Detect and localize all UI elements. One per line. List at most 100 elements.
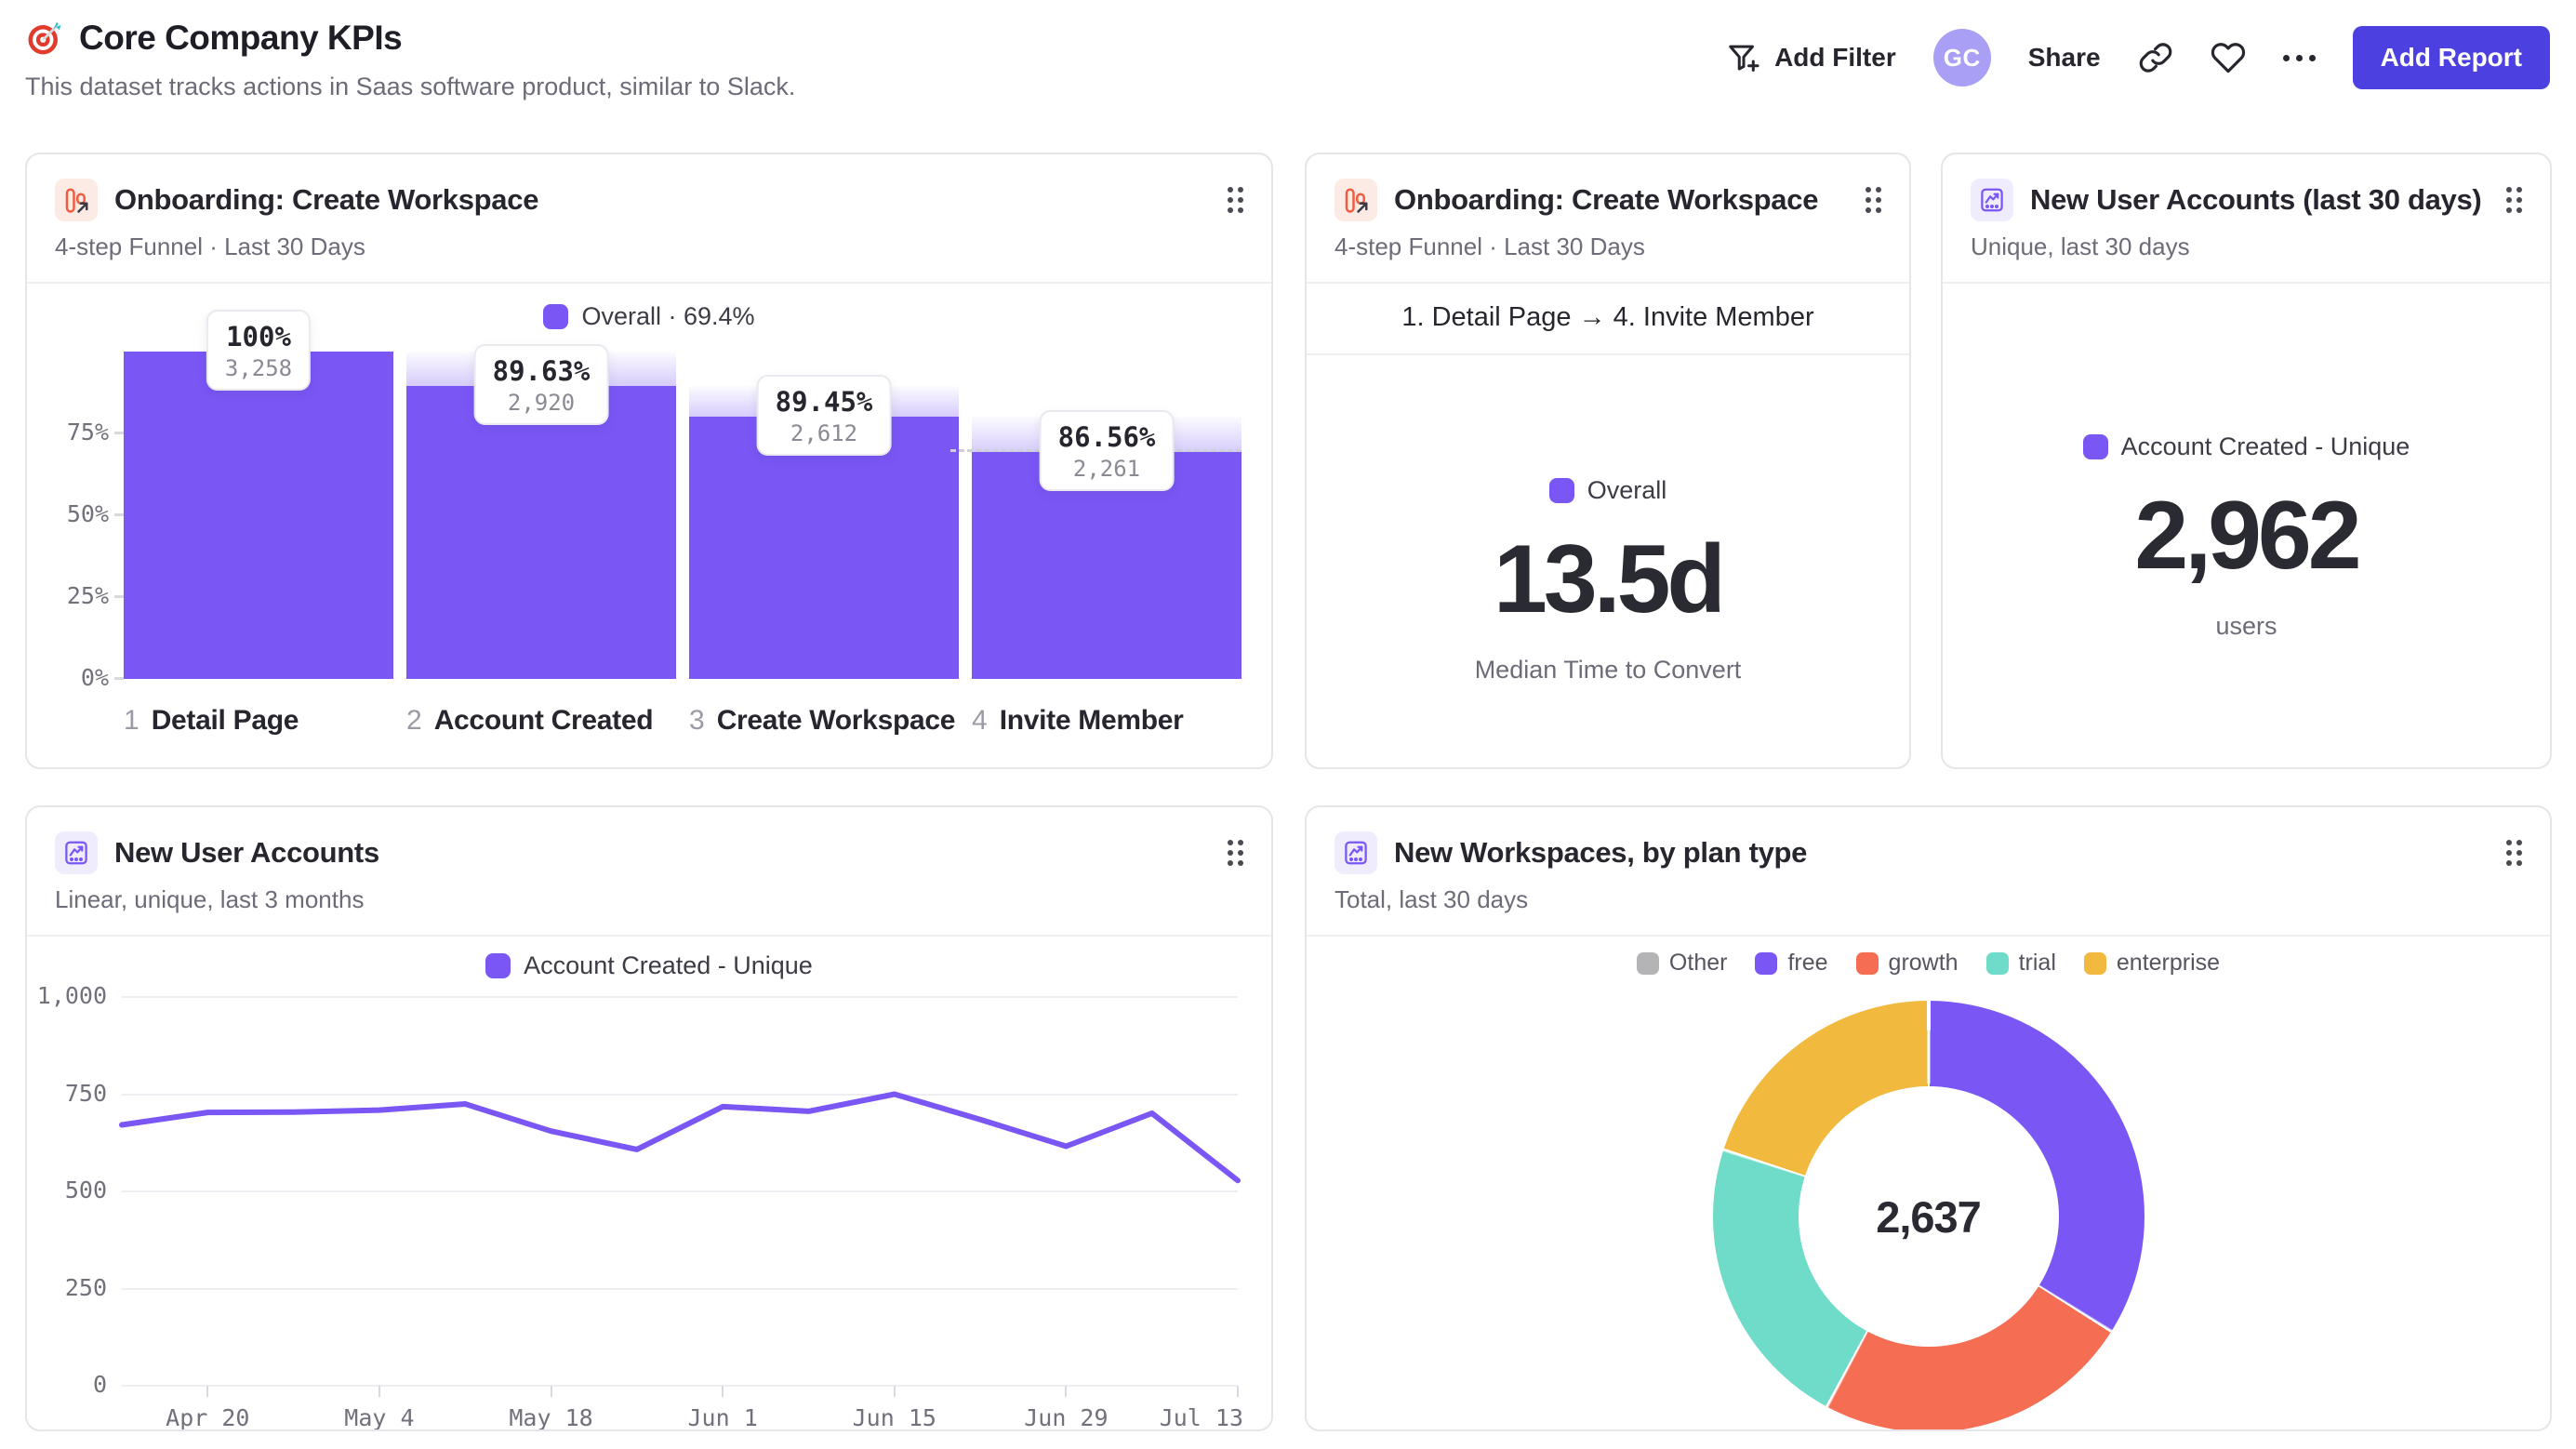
funnel-step-label: 2 Account Created bbox=[406, 705, 676, 737]
conversion-count: 2,261 bbox=[1072, 455, 1141, 482]
x-axis-tick-mark bbox=[893, 1386, 896, 1397]
funnel-bar-column: 100% 3,258 bbox=[124, 310, 393, 679]
legend-swatch bbox=[1985, 951, 2009, 975]
trend-legend[interactable]: Account Created - Unique bbox=[27, 951, 1271, 980]
funnel-range-label: 1. Detail Page → 4. Invite Member bbox=[1307, 284, 1909, 355]
y-axis-tick-label: 1,000 bbox=[36, 982, 107, 1009]
heart-icon bbox=[2211, 40, 2246, 75]
avatar[interactable]: GC bbox=[1932, 29, 1991, 86]
y-axis-tick-label: 50% bbox=[66, 500, 109, 527]
trend-line[interactable] bbox=[119, 1091, 1241, 1184]
card-subtitle: Linear, unique, last 3 months bbox=[55, 885, 365, 913]
y-axis-tick-label: 0% bbox=[80, 664, 109, 691]
x-axis-tick-label: Jul 13 bbox=[1159, 1404, 1243, 1431]
donut-chart: 2,637 bbox=[1712, 1001, 2144, 1429]
conversion-percent: 89.63% bbox=[492, 354, 591, 387]
funnel-step-label: 3 Create Workspace bbox=[689, 705, 959, 737]
card-title: New User Accounts (last 30 days) bbox=[2030, 183, 2482, 216]
funnel-bar[interactable] bbox=[124, 352, 393, 679]
legend-swatch bbox=[1755, 951, 1778, 975]
gridline bbox=[122, 996, 1238, 998]
step-name: Account Created bbox=[433, 705, 654, 736]
trend-chart: 0 250 500 750 1,000 Apr 20 May 4 May 18 Jun 1 Ju… bbox=[37, 982, 1243, 1429]
card-header: New Workspaces, by plan type Total, last… bbox=[1307, 807, 2550, 937]
legend-label: free bbox=[1787, 950, 1828, 976]
trend-plot-area[interactable]: Apr 20 May 4 May 18 Jun 1 Jun 15 Jun 29 Jul 13 bbox=[119, 996, 1243, 1429]
x-axis-tick-label: Jun 15 bbox=[852, 1404, 936, 1431]
add-report-button[interactable]: Add Report bbox=[2352, 26, 2550, 89]
card-header: New User Accounts (last 30 days) Unique,… bbox=[1943, 154, 2550, 284]
y-axis-tick-mark bbox=[114, 595, 124, 598]
legend-item[interactable]: free bbox=[1755, 950, 1828, 977]
drag-handle-icon[interactable] bbox=[1228, 840, 1243, 866]
legend-swatch bbox=[2082, 434, 2108, 459]
funnel-bar-label: 89.63% 2,920 bbox=[473, 343, 609, 425]
step-number: 3 bbox=[689, 705, 705, 736]
drag-handle-icon[interactable] bbox=[2506, 840, 2522, 866]
funnel-chart-icon bbox=[1334, 179, 1377, 221]
x-axis-tick-mark bbox=[378, 1386, 380, 1397]
drag-handle-icon[interactable] bbox=[2506, 187, 2522, 213]
card-header: New User Accounts Linear, unique, last 3… bbox=[27, 807, 1271, 937]
card-title: New User Accounts bbox=[114, 836, 379, 869]
add-filter-label: Add Filter bbox=[1774, 43, 1896, 72]
board-header: Core Company KPIs This dataset tracks ac… bbox=[25, 19, 2550, 101]
donut-total-value: 2,637 bbox=[1876, 1191, 1982, 1242]
board-header-left: Core Company KPIs This dataset tracks ac… bbox=[25, 19, 795, 101]
y-axis-tick-mark bbox=[114, 513, 124, 516]
funnel-bar[interactable] bbox=[406, 385, 676, 679]
funnel-step-labels: 1 Detail Page 2 Account Created 3 Create Work… bbox=[124, 705, 1242, 737]
x-axis-tick-label: May 18 bbox=[509, 1404, 593, 1431]
board-title: Core Company KPIs bbox=[79, 19, 403, 57]
legend-label: Account Created - Unique bbox=[2120, 432, 2410, 460]
conversion-count: 3,258 bbox=[224, 355, 293, 381]
card-subtitle: Total, last 30 days bbox=[1334, 885, 1529, 913]
legend-label: Other bbox=[1668, 950, 1728, 976]
card-header: Onboarding: Create Workspace 4-step Funn… bbox=[1307, 154, 1909, 284]
board-description: This dataset tracks actions in Saas soft… bbox=[25, 73, 796, 100]
median-legend[interactable]: Overall bbox=[1548, 476, 1667, 505]
funnel-step-label: 4 Invite Member bbox=[972, 705, 1242, 737]
x-axis-tick-label: Jun 29 bbox=[1024, 1404, 1109, 1431]
funnel-step-label: 1 Detail Page bbox=[124, 705, 393, 737]
legend-item[interactable]: trial bbox=[1985, 950, 2056, 977]
funnel-bar-label: 100% 3,258 bbox=[206, 310, 312, 391]
trend-y-axis: 0 250 500 750 1,000 bbox=[37, 982, 122, 1398]
y-axis-tick-mark bbox=[114, 677, 124, 680]
line-chart-icon bbox=[1334, 831, 1377, 874]
legend-swatch bbox=[485, 953, 511, 978]
conversion-count: 2,612 bbox=[790, 419, 858, 446]
funnel-chart-icon bbox=[55, 179, 98, 221]
add-filter-button[interactable]: Add Filter bbox=[1726, 40, 1896, 75]
legend-label: Overall bbox=[1587, 476, 1667, 504]
funnel-bar-column: 89.63% 2,920 bbox=[406, 343, 676, 679]
legend-item[interactable]: growth bbox=[1855, 950, 1959, 977]
y-axis-tick-label: 75% bbox=[66, 419, 109, 445]
drag-handle-icon[interactable] bbox=[1228, 187, 1243, 213]
card-subtitle: 4-step Funnel · Last 30 Days bbox=[55, 233, 365, 260]
new-accounts-value: 2,962 bbox=[2134, 482, 2361, 590]
card-new-user-accounts-trend: New User Accounts Linear, unique, last 3… bbox=[25, 805, 1273, 1431]
more-menu-button[interactable] bbox=[2282, 54, 2316, 61]
copy-link-button[interactable] bbox=[2138, 40, 2173, 75]
x-axis-tick-label: Jun 1 bbox=[687, 1404, 758, 1431]
trend-line-svg[interactable] bbox=[119, 997, 1241, 1386]
step-name: Detail Page bbox=[151, 705, 299, 736]
legend-item[interactable]: Other bbox=[1636, 950, 1728, 977]
x-axis-tick-mark bbox=[1065, 1386, 1068, 1397]
funnel-bar[interactable] bbox=[689, 416, 959, 679]
share-button[interactable]: Share bbox=[2028, 43, 2101, 73]
drag-handle-icon[interactable] bbox=[1866, 187, 1881, 213]
favorite-button[interactable] bbox=[2211, 40, 2246, 75]
x-axis-tick-label: May 4 bbox=[344, 1404, 415, 1431]
line-chart-icon bbox=[1971, 179, 2013, 221]
board-header-actions: Add Filter GC Share bbox=[1726, 19, 2550, 89]
legend-item[interactable]: enterprise bbox=[2083, 950, 2220, 977]
funnel-legend[interactable]: Overall · 69.4% bbox=[27, 302, 1271, 331]
card-title: Onboarding: Create Workspace bbox=[1394, 183, 1819, 216]
accounts-legend[interactable]: Account Created - Unique bbox=[2082, 432, 2410, 461]
funnel-bar-label: 86.56% 2,261 bbox=[1039, 409, 1175, 491]
gridline bbox=[122, 1287, 1238, 1290]
conversion-percent: 86.56% bbox=[1057, 420, 1156, 453]
